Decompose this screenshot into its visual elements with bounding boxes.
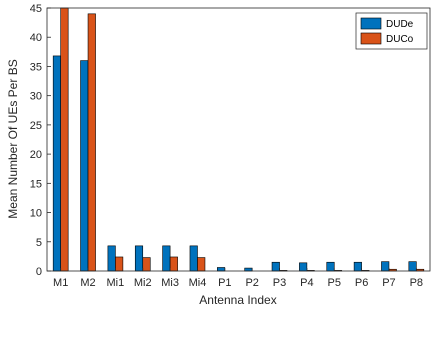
- bar-dude-mi3: [162, 245, 171, 272]
- x-tick-label: P4: [300, 277, 313, 289]
- x-tick-label: P5: [328, 277, 341, 289]
- bar-duco-m2: [87, 13, 96, 272]
- bar-dude-p1: [217, 267, 226, 272]
- bar-dude-p2: [244, 267, 253, 272]
- legend-label-duco: DUCo: [386, 34, 414, 45]
- y-tick-label: 5: [36, 237, 42, 249]
- y-tick-label: 0: [36, 266, 42, 278]
- bar-duco-mi4: [197, 257, 206, 272]
- x-tick-label: Mi3: [161, 277, 179, 289]
- x-tick-label: Mi2: [134, 277, 152, 289]
- y-axis-ticks: 0 5 10 15 20 25 30 35 40 45: [30, 3, 51, 278]
- x-tick-label: P1: [218, 277, 231, 289]
- x-axis-label: Antenna Index: [199, 293, 276, 307]
- plot-area: [47, 8, 430, 271]
- y-tick-label: 15: [30, 178, 42, 190]
- bar-duco-mi3: [169, 256, 178, 272]
- bar-duco-mi2: [142, 257, 151, 272]
- plot-frame: [46, 7, 431, 272]
- y-tick-label: 25: [30, 120, 42, 132]
- bar-dude-mi1: [107, 245, 116, 272]
- legend-swatch-dude: [360, 17, 382, 30]
- bar-dude-p7: [381, 261, 390, 272]
- bar-dude-p6: [353, 261, 362, 272]
- y-tick-label: 40: [30, 32, 42, 44]
- bar-dude-p8: [408, 261, 417, 272]
- bar-dude-p3: [271, 261, 280, 272]
- x-tick-label: P6: [355, 277, 368, 289]
- bar-duco-mi1: [115, 256, 124, 272]
- x-axis-ticks: M1 M2 Mi1 Mi2 Mi3 Mi4 P1 P2 P3 P4 P5 P6 P7 P8: [53, 268, 423, 289]
- bar-duco-m1: [60, 7, 69, 272]
- y-tick-label: 20: [30, 149, 42, 161]
- y-tick-label: 45: [30, 3, 42, 15]
- legend-swatch-duco: [360, 32, 382, 45]
- x-tick-label: P3: [273, 277, 286, 289]
- bar-dude-p5: [326, 261, 335, 272]
- bar-dude-p4: [299, 262, 308, 272]
- x-tick-label: Mi1: [107, 277, 125, 289]
- x-tick-label: P7: [382, 277, 395, 289]
- bar-dude-m1: [52, 55, 61, 272]
- y-axis-label: Mean Number Of UEs Per BS: [6, 59, 20, 218]
- bar-dude-m2: [80, 60, 89, 272]
- legend: DUDe DUCo: [355, 12, 428, 50]
- y-tick-label: 10: [30, 208, 42, 220]
- y-tick-label: 35: [30, 61, 42, 73]
- x-tick-label: Mi4: [189, 277, 207, 289]
- legend-label-dude: DUDe: [386, 19, 414, 30]
- bar-dude-mi2: [134, 245, 144, 272]
- y-tick-label: 30: [30, 91, 42, 103]
- x-tick-label: P2: [245, 277, 258, 289]
- bar-dude-mi4: [189, 245, 198, 272]
- x-tick-label: P8: [410, 277, 423, 289]
- x-tick-label: M1: [53, 277, 68, 289]
- x-tick-label: M2: [80, 277, 95, 289]
